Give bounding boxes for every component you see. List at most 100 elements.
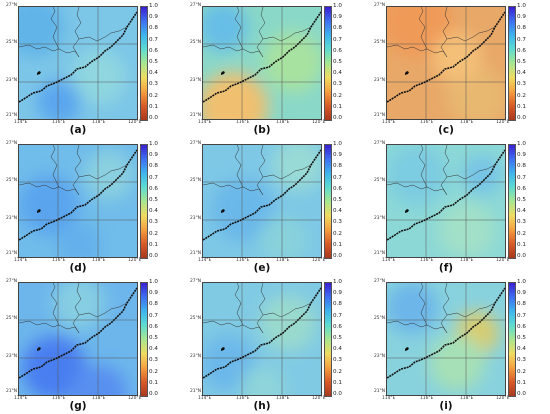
heatmap-plot	[202, 6, 322, 120]
colorbar	[140, 144, 148, 259]
colorbar-tick-label: 0.9	[149, 152, 158, 159]
colorbar-tick-label: 0.1	[333, 241, 342, 248]
colorbar-tick-label: 0.3	[517, 357, 526, 364]
colorbar-tick-label: 0.2	[517, 230, 526, 237]
colorbar	[324, 6, 332, 121]
colorbar-tick-label: 0.1	[517, 379, 526, 386]
latitude-tick-label: 23°N	[374, 354, 386, 359]
latitude-tick-label: 23°N	[374, 78, 386, 83]
longitude-tick-label: 116°E	[420, 120, 434, 125]
colorbar-tick-label: 0.0	[149, 253, 158, 259]
heatmap-plot	[202, 282, 322, 396]
province-border	[262, 302, 312, 318]
province-border	[203, 320, 264, 334]
colorbar-tick-label: 0.4	[333, 346, 342, 353]
latitude-tick-label: 21°N	[190, 389, 202, 394]
latitude-tick-label: 27°N	[190, 141, 202, 146]
longitude-tick-label: 118°E	[92, 396, 106, 401]
colorbar-tick-label: 0.7	[517, 312, 526, 319]
longitude-tick-label: 114°E	[198, 120, 212, 125]
heatmap-patch	[462, 155, 502, 195]
colorbar-tick-label: 0.9	[333, 290, 342, 297]
province-border	[446, 164, 496, 180]
colorbar-tick-label: 1.0	[333, 279, 342, 285]
colorbar-tick-label: 0.7	[333, 312, 342, 319]
colorbar-tick-label: 0.8	[149, 25, 158, 32]
latitude-tick-label: 25°N	[6, 40, 18, 45]
island	[405, 209, 409, 213]
colorbar-tick-label: 0.0	[149, 115, 158, 121]
coastline	[19, 287, 137, 379]
longitude-tick-label: 118°E	[460, 120, 474, 125]
coastline	[19, 149, 137, 241]
latitude-tick-label: 27°N	[374, 141, 386, 146]
latitude-tick-label: 27°N	[190, 3, 202, 8]
colorbar-tick-label: 1.0	[333, 141, 342, 147]
colorbar-tick-label: 0.4	[333, 208, 342, 215]
latitude-tick-label: 23°N	[190, 216, 202, 221]
latitude-tick-label: 21°N	[374, 113, 386, 118]
colorbar-tick-label: 0.1	[333, 379, 342, 386]
colorbar-tick-label: 0.1	[149, 379, 158, 386]
province-border	[234, 283, 244, 326]
colorbar-tick-label: 0.9	[517, 152, 526, 159]
colorbar-tick-label: 1.0	[149, 141, 158, 147]
colorbar-tick-label: 0.2	[333, 92, 342, 99]
colorbar-tick-label: 1.0	[517, 3, 526, 9]
heatmap-patch	[211, 178, 275, 242]
island	[221, 347, 225, 351]
longitude-tick-label: 114°E	[14, 258, 28, 263]
coastline	[387, 11, 505, 103]
colorbar-tick-label: 0.3	[333, 81, 342, 88]
colorbar-tick-label: 0.3	[333, 219, 342, 226]
latitude-tick-label: 25°N	[374, 40, 386, 45]
province-border	[78, 164, 128, 180]
heatmap-patch	[432, 32, 482, 82]
colorbar-tick-label: 0.8	[517, 301, 526, 308]
latitude-tick-label: 23°N	[374, 216, 386, 221]
longitude-tick-label: 120°E	[312, 120, 326, 125]
heatmap-plot	[18, 282, 138, 396]
longitude-tick-label: 118°E	[276, 396, 290, 401]
colorbar-tick-label: 0.6	[333, 185, 342, 192]
province-border	[440, 283, 450, 334]
colorbar-tick-label: 0.3	[149, 357, 158, 364]
heatmap-patch	[37, 80, 81, 119]
latitude-tick-label: 25°N	[6, 178, 18, 183]
longitude-tick-label: 118°E	[276, 120, 290, 125]
panel-label: (e)	[253, 262, 271, 274]
colorbar-tick-label: 0.8	[517, 163, 526, 170]
heatmap-patch	[387, 145, 447, 205]
colorbar-tick-label: 0.2	[149, 230, 158, 237]
colorbar-tick-label: 0.1	[333, 103, 342, 110]
colorbar-tick-label: 1.0	[149, 279, 158, 285]
latitude-tick-label: 27°N	[374, 3, 386, 8]
colorbar-tick-label: 0.9	[517, 14, 526, 21]
heatmap-plot	[18, 144, 138, 258]
latitude-tick-label: 27°N	[190, 279, 202, 284]
panel-label: (a)	[69, 124, 87, 136]
colorbar-tick-label: 0.6	[517, 47, 526, 54]
map-panel: 27°N 25°N 23°N 21°N 114°E 116°E 118°E 120°E 1.0 0…	[190, 3, 362, 136]
colorbar-tick-label: 0.8	[149, 163, 158, 170]
longitude-tick-label: 114°E	[198, 396, 212, 401]
latitude-tick-label: 21°N	[6, 251, 18, 256]
colorbar-tick-label: 0.9	[149, 14, 158, 21]
colorbar	[508, 144, 516, 259]
panel-label: (i)	[439, 400, 453, 412]
longitude-tick-label: 116°E	[420, 396, 434, 401]
map-panel: 27°N 25°N 23°N 21°N 114°E 116°E 118°E 120°E 1.0 0…	[190, 141, 362, 274]
longitude-tick-label: 116°E	[420, 258, 434, 263]
colorbar-tick-label: 0.2	[517, 368, 526, 375]
heatmap-patch	[429, 335, 485, 391]
panel-label: (f)	[438, 262, 454, 274]
latitude-tick-label: 21°N	[374, 389, 386, 394]
province-border	[256, 283, 266, 334]
latitude-tick-label: 25°N	[190, 40, 202, 45]
colorbar-tick-label: 0.3	[517, 81, 526, 88]
colorbar-tick-label: 0.9	[333, 14, 342, 21]
colorbar-tick-label: 0.6	[517, 185, 526, 192]
heatmap-patch	[203, 7, 248, 52]
province-border	[256, 7, 266, 58]
colorbar-tick-label: 0.3	[149, 81, 158, 88]
